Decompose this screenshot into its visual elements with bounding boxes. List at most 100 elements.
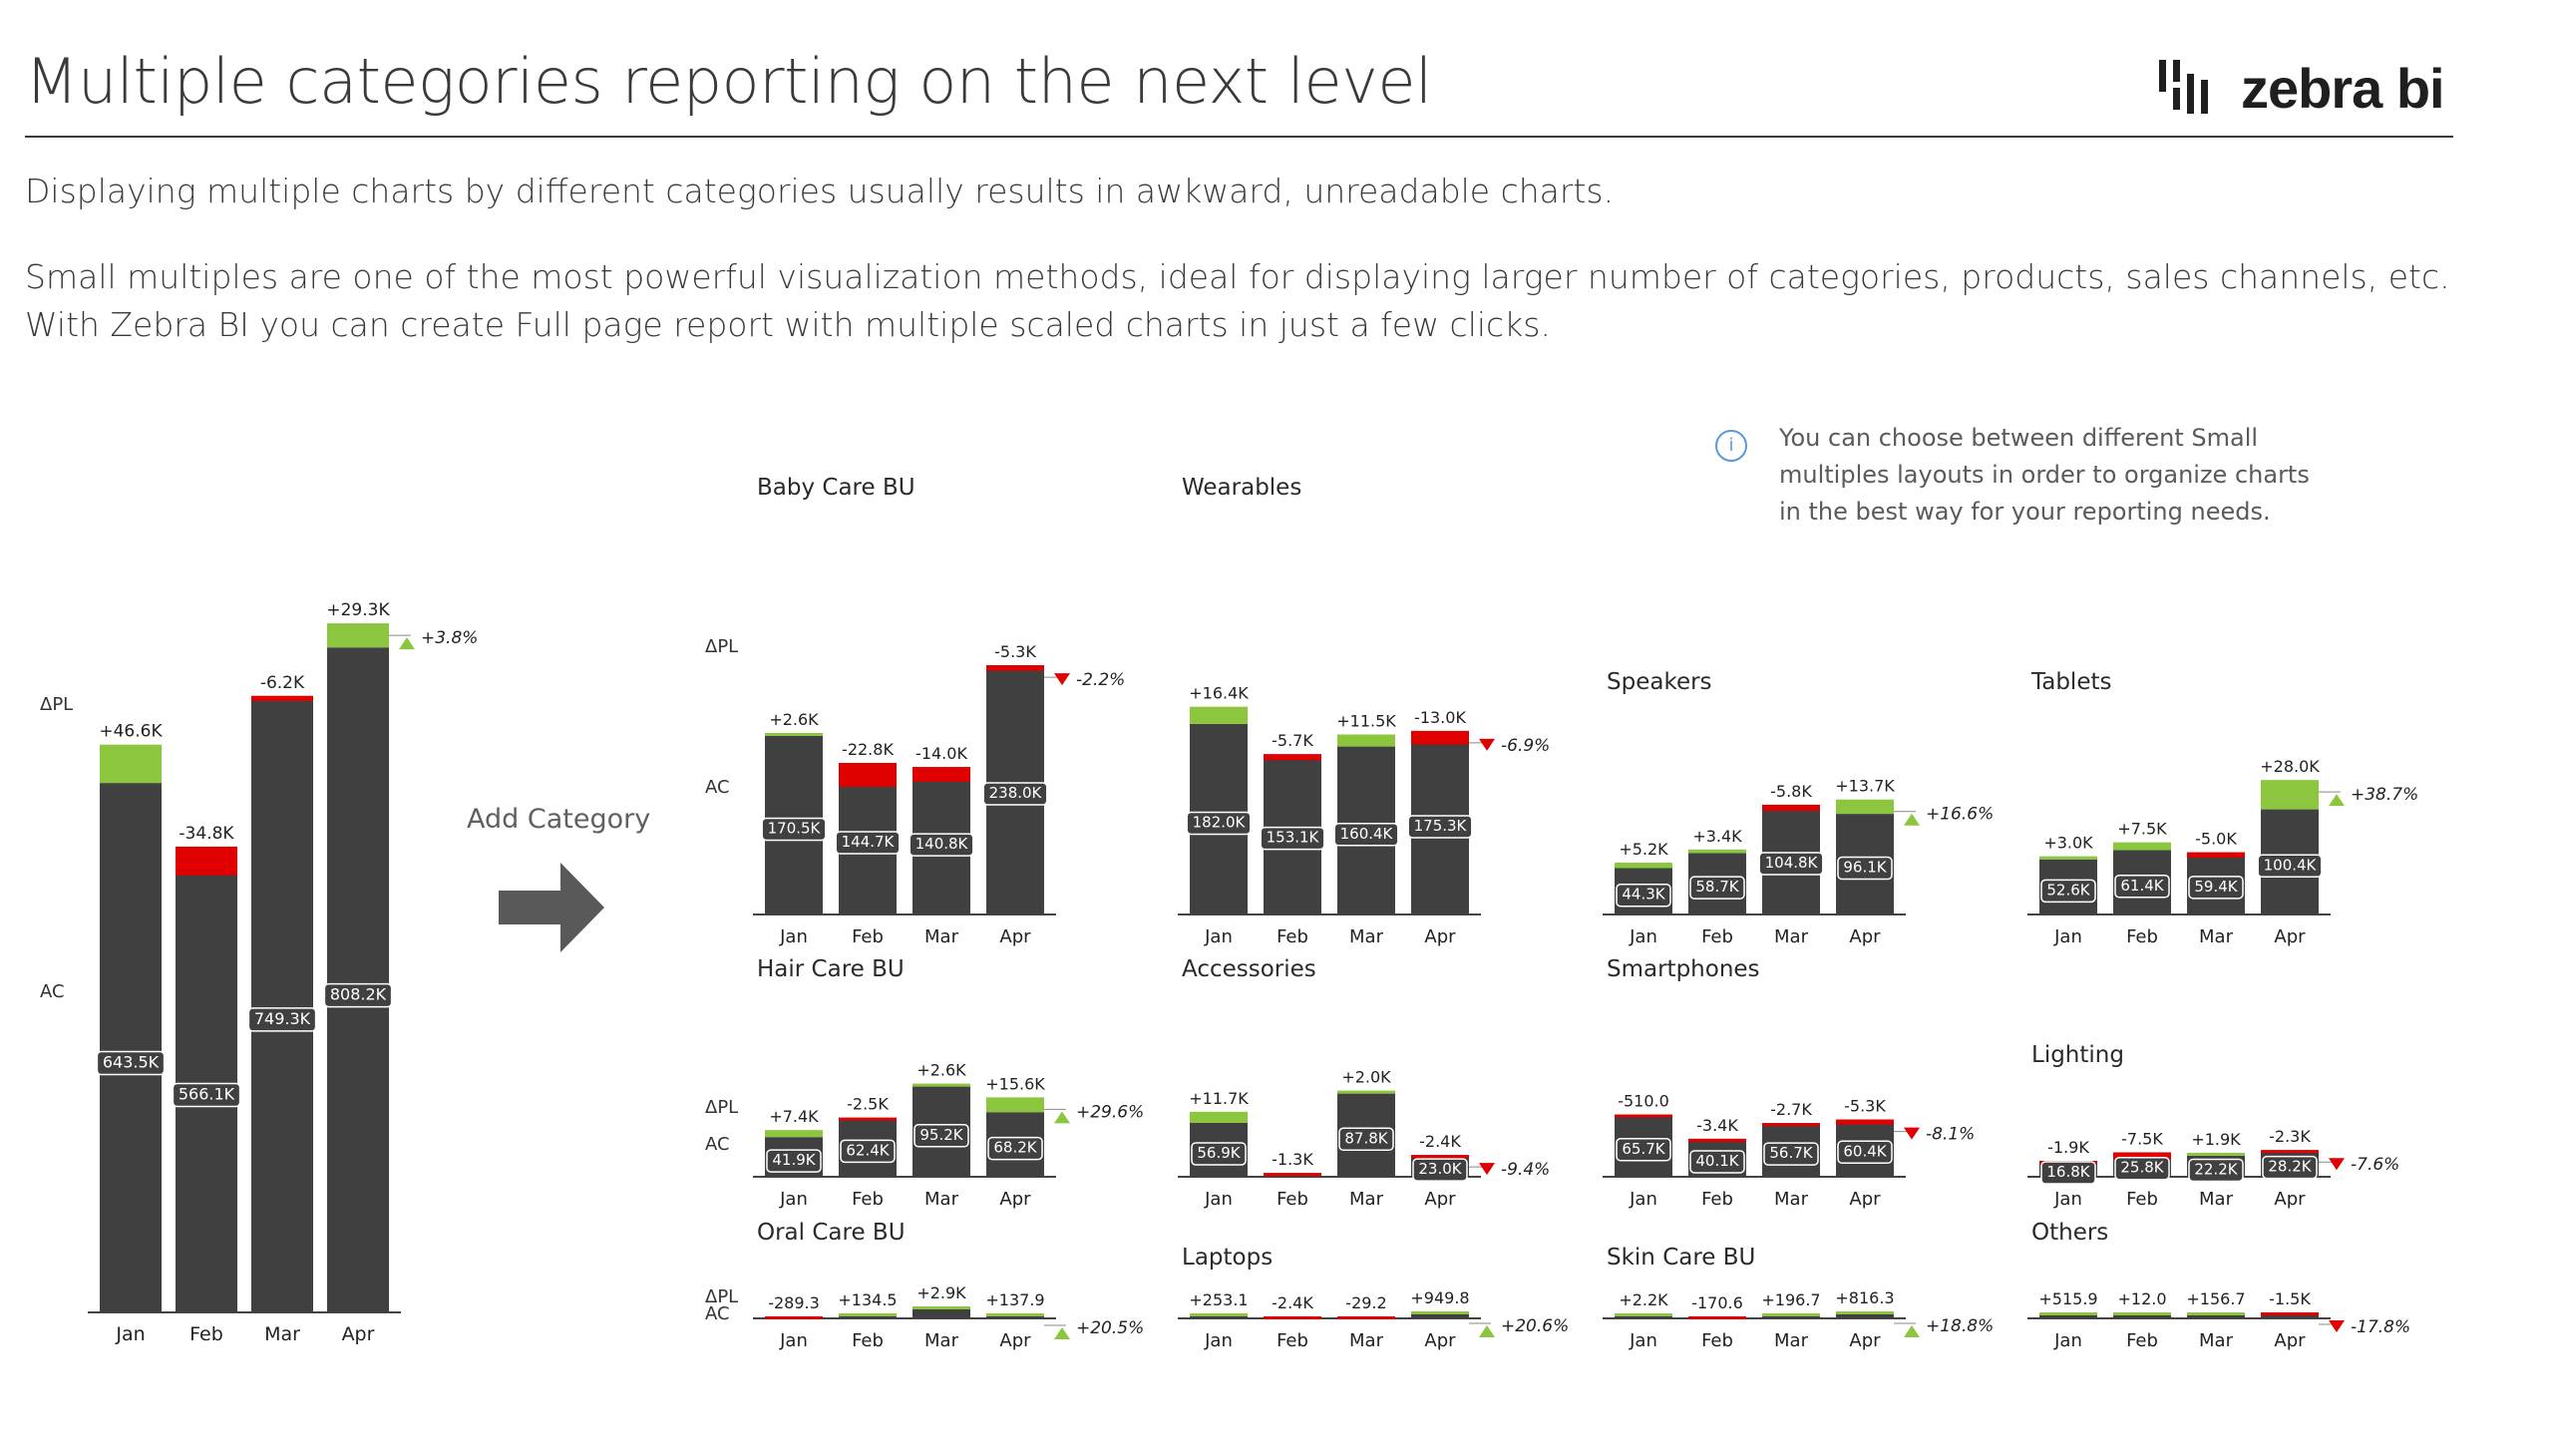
delta-bar-positive [912,1306,970,1309]
delta-label: +137.9 [985,1290,1044,1309]
down-arrow-icon [1054,673,1070,686]
chart-title: Oral Care BU [757,1220,906,1246]
delta-bar-negative [912,767,970,782]
ac-value-label: 100.4K [2264,856,2318,874]
ac-label-box [323,982,393,1008]
delta-bar-positive [1762,1313,1820,1316]
delta-bar-negative [2261,1150,2319,1154]
delta-bar-negative [1615,1114,1672,1118]
delta-bar-negative [1337,1316,1395,1319]
delta-bar-positive [1190,1313,1248,1316]
category-label: Apr [1849,1330,1881,1351]
delta-label: -7.5K [2121,1129,2163,1148]
delta-label: -170.6 [1691,1293,1743,1312]
ac-label-box [1407,815,1473,839]
down-arrow-icon [2329,1320,2345,1332]
delta-bar-negative [986,665,1044,671]
up-arrow-icon [1054,1327,1070,1339]
delta-label: -1.9K [2047,1138,2089,1157]
category-label: Mar [2199,1189,2234,1210]
total-delta-label: +20.5% [1076,1318,1144,1338]
ac-label-box [987,1136,1043,1161]
total-delta-label: -7.6% [2351,1155,2399,1175]
delta-bar-negative [1264,1316,1321,1319]
delta-label: +134.5 [838,1290,897,1309]
delta-bar-negative [1762,804,1820,812]
delta-label: +7.4K [769,1107,819,1126]
ac-label-box [2257,854,2323,879]
category-label: Jan [2053,1189,2082,1210]
delta-bar-positive [2261,780,2319,810]
ac-label-box [1333,823,1399,847]
ac-label-box [172,1082,241,1108]
delta-label: -2.3K [2269,1127,2311,1146]
ac-value-label: 170.5K [768,819,822,837]
delta-label: -22.8K [842,740,894,759]
total-delta-label: -17.8% [2351,1317,2410,1337]
info-line-2: multiples layouts in order to organize c… [1779,461,2310,489]
delta-label: +2.0K [1341,1068,1391,1087]
ac-label-box [2188,876,2244,900]
total-delta-label: -2.2% [1076,670,1125,690]
ac-bar [1411,1314,1469,1318]
ac-value-label: 28.2K [2268,1158,2312,1176]
ac-value-label: 52.6K [2046,881,2090,899]
delta-label: -13.0K [1414,708,1466,727]
delta-bar-positive [986,1313,1044,1316]
ac-value-label: 238.0K [989,784,1043,802]
ac-value-label: 65.7K [1622,1140,1665,1158]
delta-label: +28.0K [2260,757,2320,776]
up-arrow-icon [1904,813,1920,826]
row-label-ac: AC [40,981,65,1002]
delta-bar-positive [765,732,823,736]
ac-value-label: 25.8K [2120,1159,2164,1177]
delta-label: +29.3K [326,600,390,620]
category-label: Apr [1424,926,1456,947]
category-label: Apr [999,1330,1031,1351]
delta-label: -2.4K [1419,1132,1461,1151]
intro-line-2: Small multiples are one of the most powe… [25,257,2450,296]
category-label: Mar [1774,1189,1809,1210]
row-label-ac: AC [705,1303,730,1324]
category-label: Jan [2053,1330,2082,1351]
ac-bar [986,1316,1044,1318]
category-label: Mar [1774,926,1809,947]
category-label: Feb [2126,926,2158,947]
category-label: Feb [1701,1189,1733,1210]
ac-bar [1836,1314,1894,1318]
total-delta-label: +29.6% [1076,1102,1144,1122]
ac-value-label: 59.4K [2194,878,2238,896]
category-label: Apr [2274,926,2306,947]
delta-label: -6.2K [260,673,305,693]
ac-label-box [766,1149,822,1173]
ac-label-box [2114,1156,2170,1181]
ac-value-label: 160.4K [1340,825,1394,843]
delta-bar-positive [1688,849,1746,854]
delta-label: -5.0K [2195,830,2237,849]
delta-bar-negative [839,763,897,788]
category-label: Feb [1276,1330,1308,1351]
delta-bar-negative [1762,1123,1820,1127]
ac-label-box [2262,1155,2318,1180]
category-label: Apr [1424,1330,1456,1351]
delta-label: +515.9 [2038,1289,2097,1308]
delta-label: +156.7 [2186,1289,2245,1308]
chart-title: Laptops [1182,1245,1273,1271]
delta-label: +2.9K [916,1283,966,1302]
ac-label-box [247,1007,317,1032]
delta-label: +949.8 [1410,1288,1469,1307]
ac-value-label: 56.7K [1769,1144,1813,1162]
chart-title: Wearables [1182,475,1301,501]
zebra-logo-icon [2159,60,2208,114]
category-label: Jan [779,1189,808,1210]
ac-label-box [1616,883,1671,908]
delta-bar-negative [2261,1312,2319,1315]
ac-bar [176,846,237,1312]
category-label: Mar [2199,926,2234,947]
ac-value-label: 40.1K [1695,1152,1739,1170]
delta-bar-negative [765,1316,823,1319]
delta-bar-positive [1615,863,1672,869]
delta-bar-positive [1836,1311,1894,1314]
ac-label-box [96,1050,166,1076]
row-label-delta: ΔPL [705,636,738,657]
